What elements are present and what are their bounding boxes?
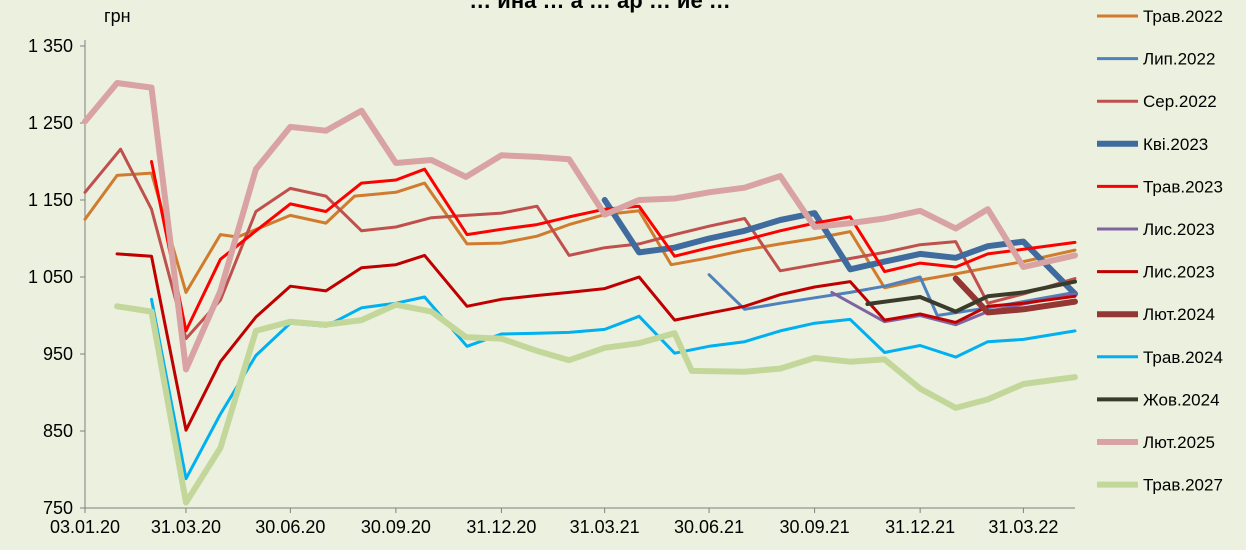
x-tick-label: 30.09.21 bbox=[780, 517, 850, 537]
series-lines bbox=[82, 80, 1078, 506]
y-tick-label: 750 bbox=[43, 498, 73, 518]
series-line-7 bbox=[115, 252, 1077, 432]
legend-label-8: Лют.2024 bbox=[1143, 305, 1215, 324]
x-tick-label: 03.01.20 bbox=[50, 517, 120, 537]
y-tick-label: 850 bbox=[43, 421, 73, 441]
x-tick-label: 30.09.20 bbox=[361, 517, 431, 537]
legend-label-12: Трав.2027 bbox=[1143, 476, 1223, 495]
x-tick-label: 31.12.21 bbox=[885, 517, 955, 537]
legend-label-10: Жов.2024 bbox=[1143, 390, 1220, 409]
series-line-10 bbox=[865, 279, 1077, 314]
series-line-11 bbox=[82, 80, 1078, 373]
y-tick-label: 1 250 bbox=[28, 113, 73, 133]
x-tick-label: 31.03.21 bbox=[570, 517, 640, 537]
legend-label-6: Лис.2023 bbox=[1143, 220, 1215, 239]
legend-label-1: Трав.2022 bbox=[1143, 7, 1223, 26]
legend-label-7: Лис.2023 bbox=[1143, 263, 1215, 282]
y-tick-label: 1 150 bbox=[28, 190, 73, 210]
legend-label-9: Трав.2024 bbox=[1143, 348, 1223, 367]
y-tick-label: 1 350 bbox=[28, 36, 73, 56]
x-tick-label: 31.03.22 bbox=[988, 517, 1058, 537]
x-tick-label: 31.03.20 bbox=[151, 517, 221, 537]
y-tick-label: 1 050 bbox=[28, 267, 73, 287]
legend: Трав.2022 Лип.2022 Сер.2022 Кві.2023 Трав.20… bbox=[1097, 7, 1223, 495]
series-line-12 bbox=[114, 301, 1078, 506]
y-tick-label: 950 bbox=[43, 344, 73, 364]
x-tick-label: 30.06.21 bbox=[674, 517, 744, 537]
y-axis-unit-label: грн bbox=[104, 6, 131, 26]
series-line-4 bbox=[601, 197, 1078, 297]
legend-label-2: Лип.2022 bbox=[1143, 50, 1215, 69]
chart-title: … ина … а … ар … ие … bbox=[469, 0, 731, 13]
series-line-8 bbox=[952, 275, 1078, 316]
series-line-1 bbox=[83, 171, 1077, 294]
axes: 750 850 950 1 050 1 150 1 250 1 350 03.01.20 31.… bbox=[28, 36, 1075, 537]
legend-label-4: Кві.2023 bbox=[1143, 135, 1208, 154]
legend-label-3: Сер.2022 bbox=[1143, 92, 1217, 111]
x-tick-label: 30.06.20 bbox=[255, 517, 325, 537]
legend-label-5: Трав.2023 bbox=[1143, 177, 1223, 196]
legend-label-11: Лют.2025 bbox=[1143, 433, 1215, 452]
x-tick-label: 31.12.20 bbox=[466, 517, 536, 537]
